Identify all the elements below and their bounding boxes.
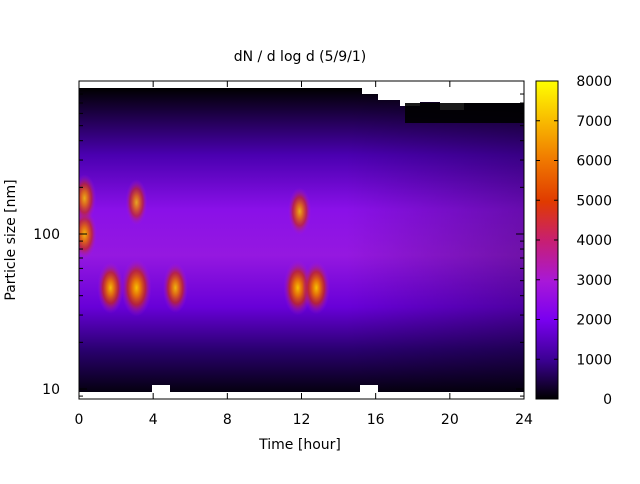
y-axis: 10 100 xyxy=(33,93,524,398)
x-axis-label: Time [hour] xyxy=(258,437,341,453)
cb-tick-label-6000: 6000 xyxy=(576,154,612,170)
hotspot-8 xyxy=(302,261,330,315)
x-tick-label-12: 12 xyxy=(293,412,311,428)
cb-tick-label-3000: 3000 xyxy=(576,273,612,289)
cb-tick-label-4000: 4000 xyxy=(576,233,612,249)
hotspot-2 xyxy=(97,261,124,314)
hotspot-7 xyxy=(288,187,312,236)
hotspot-1 xyxy=(79,174,97,223)
missing-bottom-gap-1 xyxy=(152,385,170,393)
cb-tick-label-2000: 2000 xyxy=(576,313,612,329)
x-tick-label-8: 8 xyxy=(223,412,232,428)
x-tick-label-0: 0 xyxy=(75,412,84,428)
y-tick-label-100: 100 xyxy=(33,227,60,243)
cb-tick-label-0: 0 xyxy=(603,392,612,408)
cb-tick-label-7000: 7000 xyxy=(576,114,612,130)
y-tick-label-10: 10 xyxy=(42,382,60,398)
hotspots-layer xyxy=(79,174,330,317)
x-tick-label-16: 16 xyxy=(367,412,385,428)
missing-top-right xyxy=(350,88,524,110)
dark-top-right xyxy=(405,103,524,123)
colorbar-axis: 0 1000 2000 3000 4000 5000 6000 7000 8000 xyxy=(536,74,612,408)
y-axis-label: Particle size [nm] xyxy=(3,179,19,300)
heatmap-shade xyxy=(79,88,524,392)
x-tick-label-4: 4 xyxy=(149,412,158,428)
hotspot-4 xyxy=(125,179,148,226)
x-tick-label-24: 24 xyxy=(515,412,533,428)
x-tick-label-20: 20 xyxy=(441,412,459,428)
cb-tick-label-1000: 1000 xyxy=(576,352,612,368)
cb-tick-label-8000: 8000 xyxy=(576,74,612,90)
hotspot-5 xyxy=(162,262,188,313)
missing-bottom-gap-2 xyxy=(360,385,378,393)
chart-title: dN / d log d (5/9/1) xyxy=(234,49,367,65)
x-axis: 0 4 8 12 16 20 24 xyxy=(75,81,533,428)
hotspot-3 xyxy=(121,259,152,317)
cb-tick-label-5000: 5000 xyxy=(576,193,612,209)
